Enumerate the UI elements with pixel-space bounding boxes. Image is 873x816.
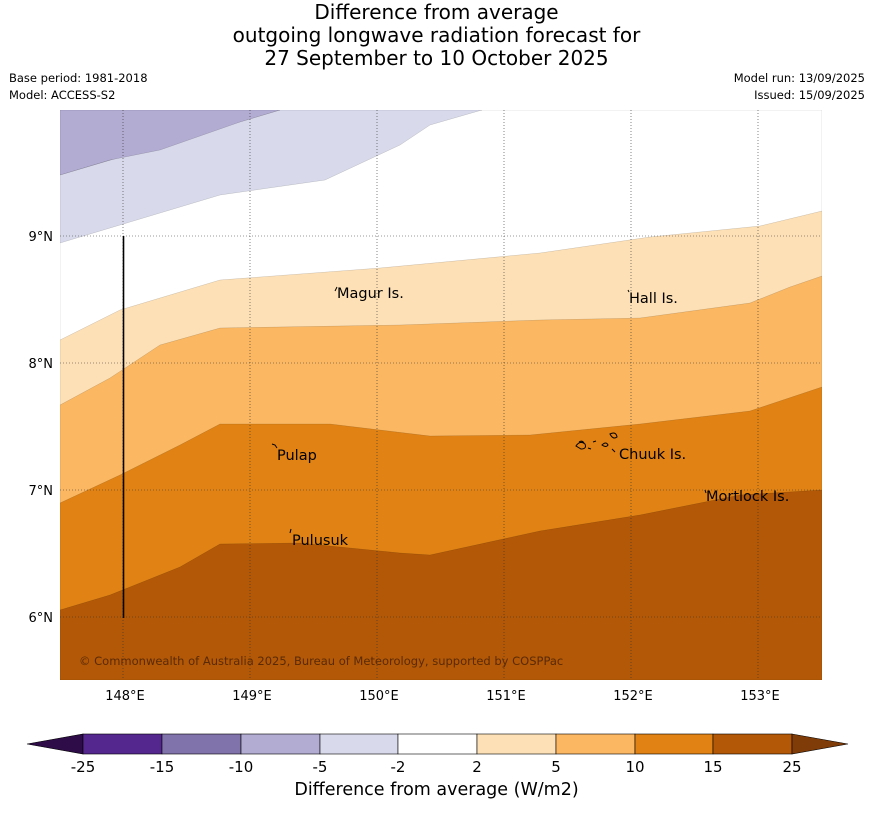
colorbar-tick: -25 [71,758,96,776]
lon-label-153e: 153°E [740,689,780,704]
colorbar-cell [397,733,478,755]
issued-text: Issued: 15/09/2025 [754,88,865,102]
colorbar-tick: 25 [782,758,801,776]
place-label-mortlock: Mortlock Is. [706,489,789,505]
colorbar-title: Difference from average (W/m2) [294,780,579,800]
place-labels: Magur Is. Hall Is. Pulap Chuuk Is. Pulus… [277,286,789,549]
chuuk-lagoon-islands [575,432,618,453]
colorbar-cell [634,733,714,755]
colorbar-tick: -15 [150,758,175,776]
band-15-to-25 [60,489,822,680]
lat-label-6n: 6°N [29,611,54,626]
pulap-island-shape [271,443,278,449]
lat-label-9n: 9°N [29,230,54,245]
colorbar-cell [476,733,557,755]
base-period-text: Base period: 1981-2018 [9,71,148,85]
hall-island-shape [627,289,630,293]
band-minus-5-to-minus-2 [60,110,483,244]
lat-label-7n: 7°N [29,484,54,499]
colorbar-cell [240,733,321,755]
title-line-1: Difference from average [314,0,559,24]
colorbar-tick: -10 [229,758,254,776]
colorbar-cell [161,733,242,755]
magur-island-shape [334,286,338,292]
colorbar-tick: -2 [391,758,406,776]
anomaly-contours [60,110,822,680]
lon-label-150e: 150°E [359,689,399,704]
title-line-3: 27 September to 10 October 2025 [264,46,609,70]
place-label-chuuk: Chuuk Is. [619,447,686,463]
copyright-notice: © Commonwealth of Australia 2025, Bureau… [79,654,563,668]
colorbar-tick: 10 [625,758,644,776]
colorbar-extend-high [791,733,849,755]
colorbar-cell [712,733,793,755]
lon-label-152e: 152°E [613,689,653,704]
base-period-info: Base period: 1981-2018 Model: ACCESS-S2 [9,70,148,104]
islands [271,286,707,534]
place-label-hall: Hall Is. [629,291,678,307]
band-minus-10-upper [60,110,281,176]
colorbar-tick-labels: -25 -15 -10 -5 -2 2 5 10 15 25 [71,758,802,776]
model-run-info: Model run: 13/09/2025 Issued: 15/09/2025 [734,70,865,104]
lon-axis-labels: 148°E 149°E 150°E 151°E 152°E 153°E [105,689,780,704]
lon-label-149e: 149°E [232,689,272,704]
colorbar-tick: 15 [703,758,722,776]
lat-axis-labels: 9°N 8°N 7°N 6°N [29,230,54,626]
lon-label-151e: 151°E [486,689,526,704]
place-label-pulusuk: Pulusuk [292,533,349,549]
colorbar [26,733,849,755]
colorbar-cell [82,733,163,755]
colorbar-cell [555,733,636,755]
map-title: Difference from average outgoing longwav… [0,1,873,70]
place-label-pulap: Pulap [277,448,317,464]
mortlock-island-shape [704,489,707,494]
model-text: Model: ACCESS-S2 [9,88,116,102]
model-run-text: Model run: 13/09/2025 [733,71,865,85]
lat-label-8n: 8°N [29,357,54,372]
colorbar-tick: 5 [551,758,561,776]
colorbar-tick: 2 [472,758,482,776]
pulusuk-island-shape [289,528,292,534]
place-label-magur: Magur Is. [337,286,404,302]
title-line-2: outgoing longwave radiation forecast for [232,23,641,47]
colorbar-cell [319,733,399,755]
colorbar-tick: -5 [313,758,328,776]
lon-label-148e: 148°E [105,689,145,704]
colorbar-extend-low [26,733,84,755]
